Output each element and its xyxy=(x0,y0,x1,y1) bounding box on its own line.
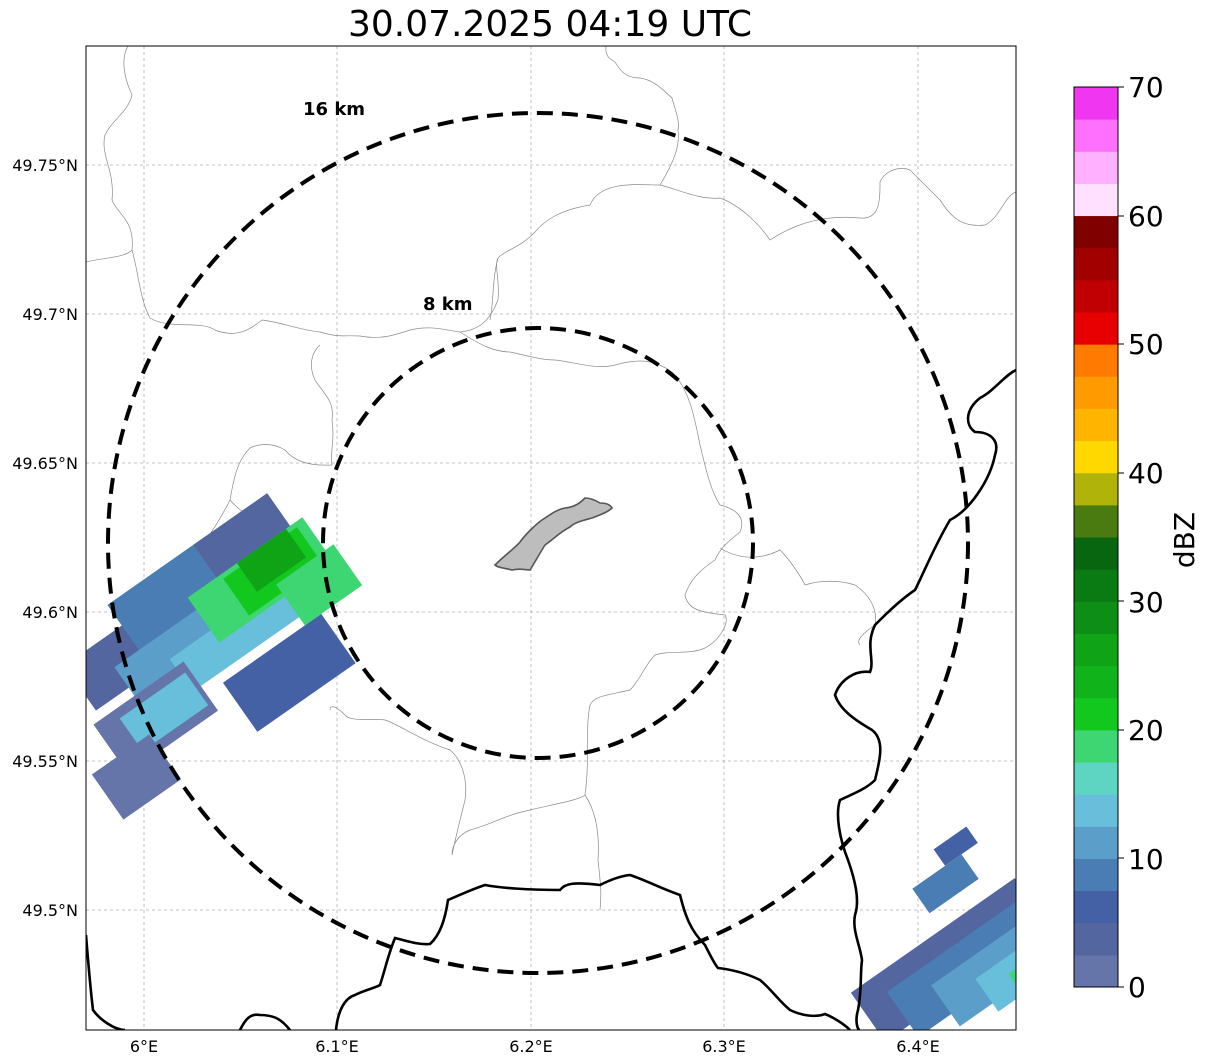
colorbar-segment xyxy=(1074,922,1118,956)
colorbar-tick-label: 30 xyxy=(1128,586,1164,619)
lon-tick-label: 6°E xyxy=(130,1037,158,1056)
lat-tick-label: 49.5°N xyxy=(22,901,78,920)
colorbar-tick-label: 70 xyxy=(1128,71,1164,104)
colorbar-segment xyxy=(1074,440,1118,474)
colorbar-segment xyxy=(1074,890,1118,924)
colorbar-tick-label: 50 xyxy=(1128,328,1164,361)
lon-tick-label: 6.4°E xyxy=(896,1037,940,1056)
lat-tick-label: 49.6°N xyxy=(22,603,78,622)
colorbar-tick-label: 20 xyxy=(1128,714,1164,747)
longitude-tick-labels: 6°E 6.1°E 6.2°E 6.3°E 6.4°E xyxy=(130,1037,940,1056)
colorbar-segment xyxy=(1074,794,1118,827)
map-frame xyxy=(85,45,1017,1031)
colorbar-segment xyxy=(1074,472,1118,506)
range-ring-16km xyxy=(106,111,970,975)
gridlines xyxy=(86,46,1016,1030)
colorbar-frame xyxy=(1073,86,1119,988)
colorbar-segment xyxy=(1074,762,1118,795)
national-border xyxy=(86,368,1016,1030)
colorbar-tick-marks xyxy=(1118,86,1124,988)
lat-tick-label: 49.55°N xyxy=(12,752,78,771)
colorbar-segment xyxy=(1074,504,1118,538)
colorbar-segment xyxy=(1074,87,1118,120)
colorbar-segment xyxy=(1074,376,1118,409)
latitude-tick-labels: 49.75°N 49.7°N 49.65°N 49.6°N 49.55°N 49… xyxy=(12,156,78,920)
colorbar-tick-label: 10 xyxy=(1128,843,1164,876)
colorbar-segment xyxy=(1074,601,1118,634)
colorbar-tick-label: 40 xyxy=(1128,457,1164,490)
colorbar-label: dBZ xyxy=(1168,512,1201,568)
colorbar-segment xyxy=(1074,729,1118,763)
colorbar-segment xyxy=(1074,954,1118,988)
lat-tick-label: 49.75°N xyxy=(12,156,78,175)
colorbar-segment xyxy=(1074,408,1118,442)
colorbar-segment xyxy=(1074,633,1118,667)
colorbar-segment xyxy=(1074,697,1118,731)
range-ring-8km xyxy=(321,326,755,760)
city-area xyxy=(493,497,613,571)
colorbar-segment xyxy=(1074,569,1118,602)
colorbar-segment xyxy=(1074,858,1118,892)
colorbar-segment xyxy=(1074,247,1118,281)
colorbar-segment xyxy=(1074,215,1118,249)
lon-tick-label: 6.2°E xyxy=(509,1037,553,1056)
radar-echo-west xyxy=(86,493,363,820)
map-title: 30.07.2025 04:19 UTC xyxy=(347,4,753,45)
colorbar-segment xyxy=(1074,826,1118,859)
colorbar-segment xyxy=(1074,183,1118,217)
colorbar-segment xyxy=(1074,537,1118,570)
colorbar-segment xyxy=(1074,665,1118,699)
colorbar-segment xyxy=(1074,312,1118,345)
colorbar-tick-labels: 0 10 20 30 40 50 60 70 xyxy=(1128,71,1164,1004)
lat-tick-label: 49.7°N xyxy=(22,305,78,324)
colorbar-tick-label: 60 xyxy=(1128,200,1164,233)
range-ring-8km-label: 8 km xyxy=(423,294,473,315)
lon-tick-label: 6.1°E xyxy=(315,1037,359,1056)
lon-tick-label: 6.3°E xyxy=(702,1037,746,1056)
colorbar-segment xyxy=(1074,279,1118,313)
radar-echo-southeast xyxy=(850,826,1016,1030)
lat-tick-label: 49.65°N xyxy=(12,454,78,473)
colorbar-tick-label: 0 xyxy=(1128,971,1146,1004)
colorbar xyxy=(1074,87,1118,988)
colorbar-segment xyxy=(1074,151,1118,184)
colorbar-segment xyxy=(1074,119,1118,152)
range-ring-16km-label: 16 km xyxy=(303,99,365,120)
colorbar-segment xyxy=(1074,344,1118,377)
